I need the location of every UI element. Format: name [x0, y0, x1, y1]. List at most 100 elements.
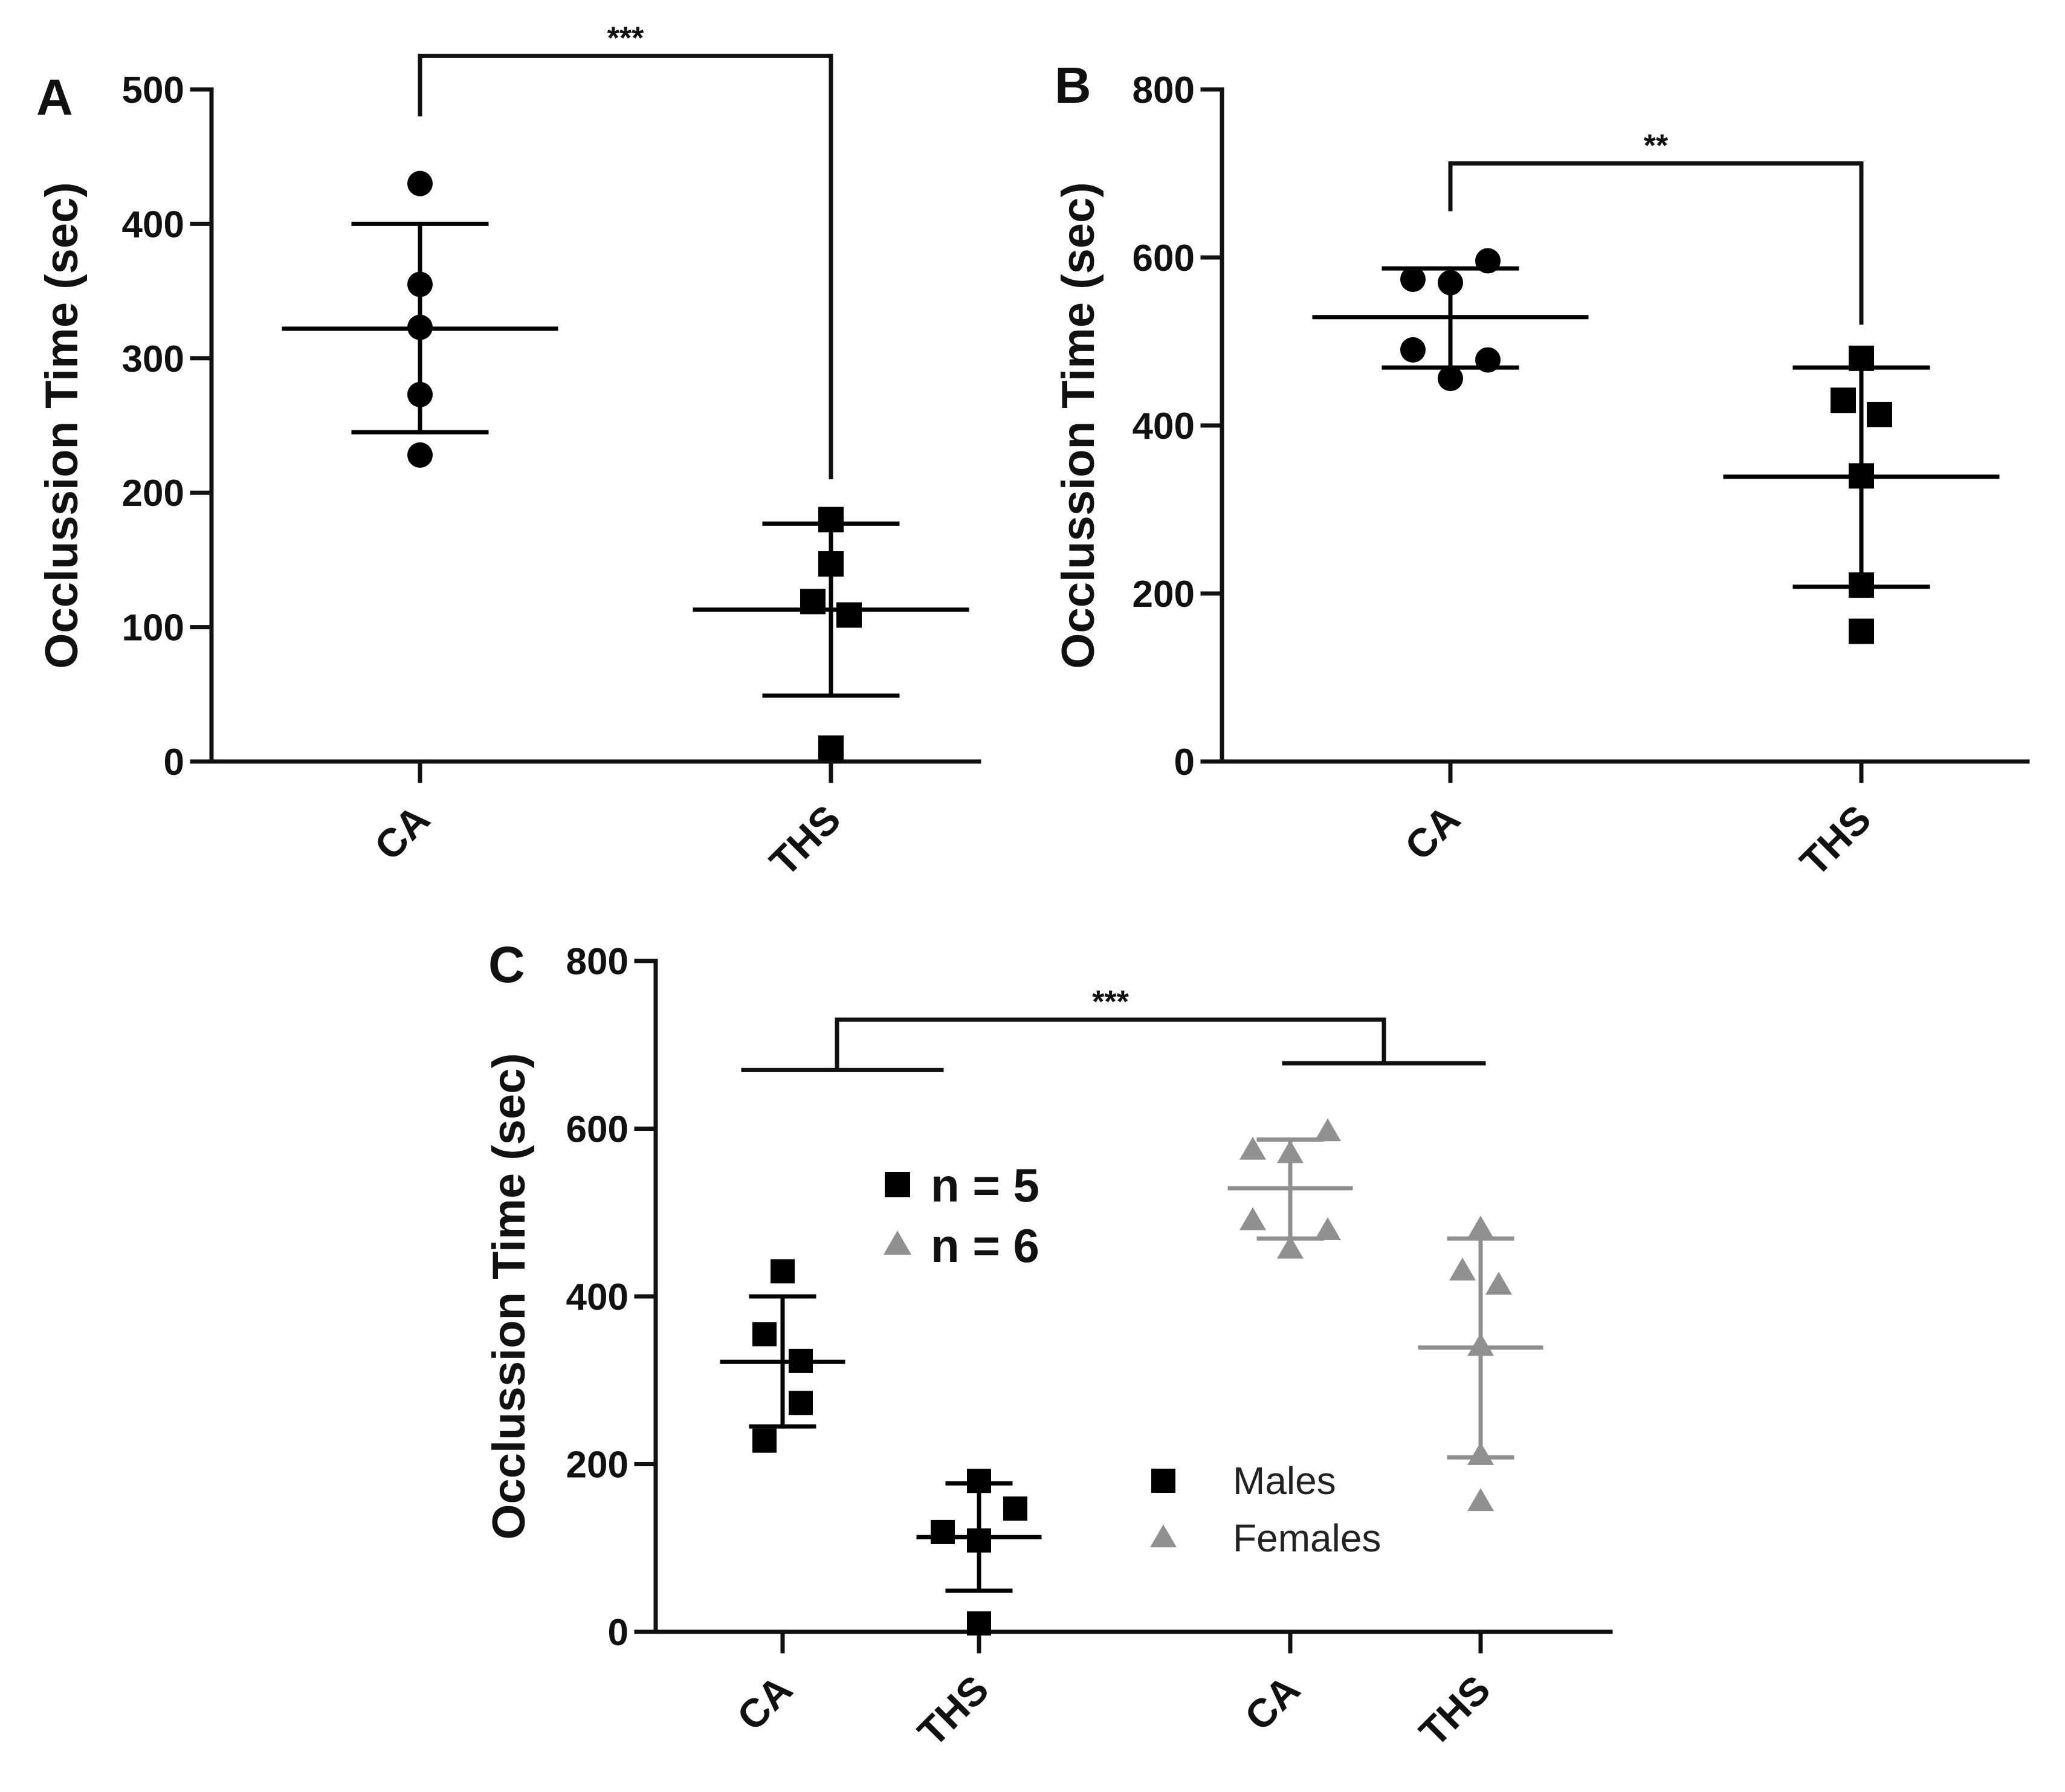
y-tick-label: 200 [1133, 574, 1195, 615]
significance-bracket [418, 53, 833, 479]
data-point [1849, 463, 1874, 489]
legend-label: Females [1233, 1516, 1381, 1560]
data-point [752, 1428, 777, 1453]
significance-bracket [1448, 161, 1864, 325]
n-label: n = 6 [931, 1219, 1039, 1272]
data-point [1831, 387, 1856, 413]
data-point [407, 271, 433, 297]
data-point [1849, 345, 1874, 371]
data-point [1867, 401, 1892, 427]
y-tick-label: 0 [608, 1612, 629, 1654]
y-tick-label: 0 [164, 742, 184, 783]
data-point [1314, 1118, 1341, 1142]
data-point [800, 589, 826, 615]
x-tick-label: CA [1236, 1667, 1308, 1739]
legend-marker [1150, 1524, 1177, 1548]
data-group [693, 506, 969, 761]
data-group [1227, 1118, 1353, 1259]
data-point [407, 442, 433, 468]
data-point [1277, 1140, 1304, 1163]
n-label-marker [885, 1172, 910, 1197]
y-tick-label: 600 [1133, 238, 1195, 279]
data-point [407, 381, 433, 407]
significance-label: *** [607, 21, 644, 56]
data-point [1467, 1488, 1494, 1512]
data-point [1239, 1136, 1266, 1160]
data-point [789, 1391, 813, 1415]
legend-marker [1151, 1469, 1175, 1493]
significance-label: *** [1092, 985, 1129, 1020]
significance-bracket [835, 1017, 1386, 1070]
data-point [752, 1322, 777, 1347]
y-tick-label: 100 [122, 607, 184, 649]
legend-label: Males [1233, 1459, 1336, 1502]
y-tick-label: 400 [566, 1276, 629, 1318]
y-tick-label: 200 [566, 1444, 629, 1486]
data-point [1314, 1217, 1341, 1240]
data-point [1239, 1207, 1266, 1231]
data-point [1467, 1333, 1494, 1356]
n-label: n = 5 [931, 1159, 1039, 1212]
data-group [1418, 1215, 1543, 1512]
chart-panel-a: 0 100 200 300 400 500 Occlussion Time (sec) A CA… [36, 21, 981, 885]
y-tick-label: 0 [1174, 742, 1195, 783]
data-point [1400, 337, 1426, 363]
data-point [1449, 1257, 1476, 1281]
y-tick-label: 300 [122, 338, 184, 380]
data-point [407, 170, 433, 196]
y-axis-label: Occlussion Time (sec) [1053, 182, 1104, 668]
data-point [836, 602, 862, 628]
y-tick-label: 800 [566, 941, 629, 983]
x-tick-label: CA [728, 1667, 801, 1739]
data-group [916, 1469, 1042, 1636]
panel-label: C [488, 936, 525, 993]
data-point [1438, 366, 1463, 392]
data-group [720, 1259, 845, 1453]
data-point [1485, 1272, 1512, 1295]
data-group [1723, 345, 2000, 644]
panel-label: B [1055, 57, 1091, 114]
data-point [967, 1611, 991, 1636]
data-point [407, 314, 433, 340]
data-point [1475, 347, 1501, 373]
data-point [1438, 270, 1463, 296]
data-point [1849, 572, 1874, 598]
data-group [1312, 248, 1589, 392]
data-point [1003, 1496, 1027, 1521]
chart-panel-c: 0 200 400 600 800 Occlussion Time (sec) C CA THS… [483, 936, 1613, 1755]
data-point [818, 735, 844, 761]
data-point [1475, 248, 1501, 274]
x-tick-label: CA [366, 797, 438, 869]
data-point [818, 551, 844, 577]
y-tick-label: 500 [122, 70, 184, 111]
y-tick-label: 200 [122, 473, 184, 514]
data-point [771, 1259, 795, 1284]
data-point [967, 1528, 991, 1553]
data-point [1400, 267, 1426, 293]
x-tick-label: THS [761, 797, 849, 885]
y-tick-label: 400 [122, 204, 184, 245]
data-group [282, 170, 558, 468]
data-point [1277, 1235, 1304, 1259]
y-axis-label: Occlussion Time (sec) [483, 1053, 535, 1539]
panel-label: A [36, 69, 73, 126]
y-tick-label: 600 [566, 1109, 629, 1151]
data-point [1467, 1441, 1494, 1465]
data-point [1849, 618, 1874, 644]
data-point [931, 1519, 955, 1544]
x-tick-label: THS [909, 1667, 997, 1755]
data-point [818, 506, 844, 532]
chart-panel-b: 0 200 400 600 800 Occlussion Time (sec) B CA THS… [1053, 57, 2030, 885]
data-point [789, 1348, 813, 1373]
y-tick-label: 400 [1133, 406, 1195, 447]
data-point [1467, 1215, 1494, 1239]
data-point [967, 1469, 991, 1493]
significance-label: ** [1644, 128, 1669, 163]
x-tick-label: THS [1411, 1667, 1499, 1755]
x-tick-label: THS [1791, 797, 1879, 885]
x-tick-label: CA [1396, 797, 1469, 869]
n-label-marker [883, 1231, 912, 1255]
y-axis-label: Occlussion Time (sec) [36, 182, 88, 668]
y-tick-label: 800 [1133, 70, 1195, 111]
